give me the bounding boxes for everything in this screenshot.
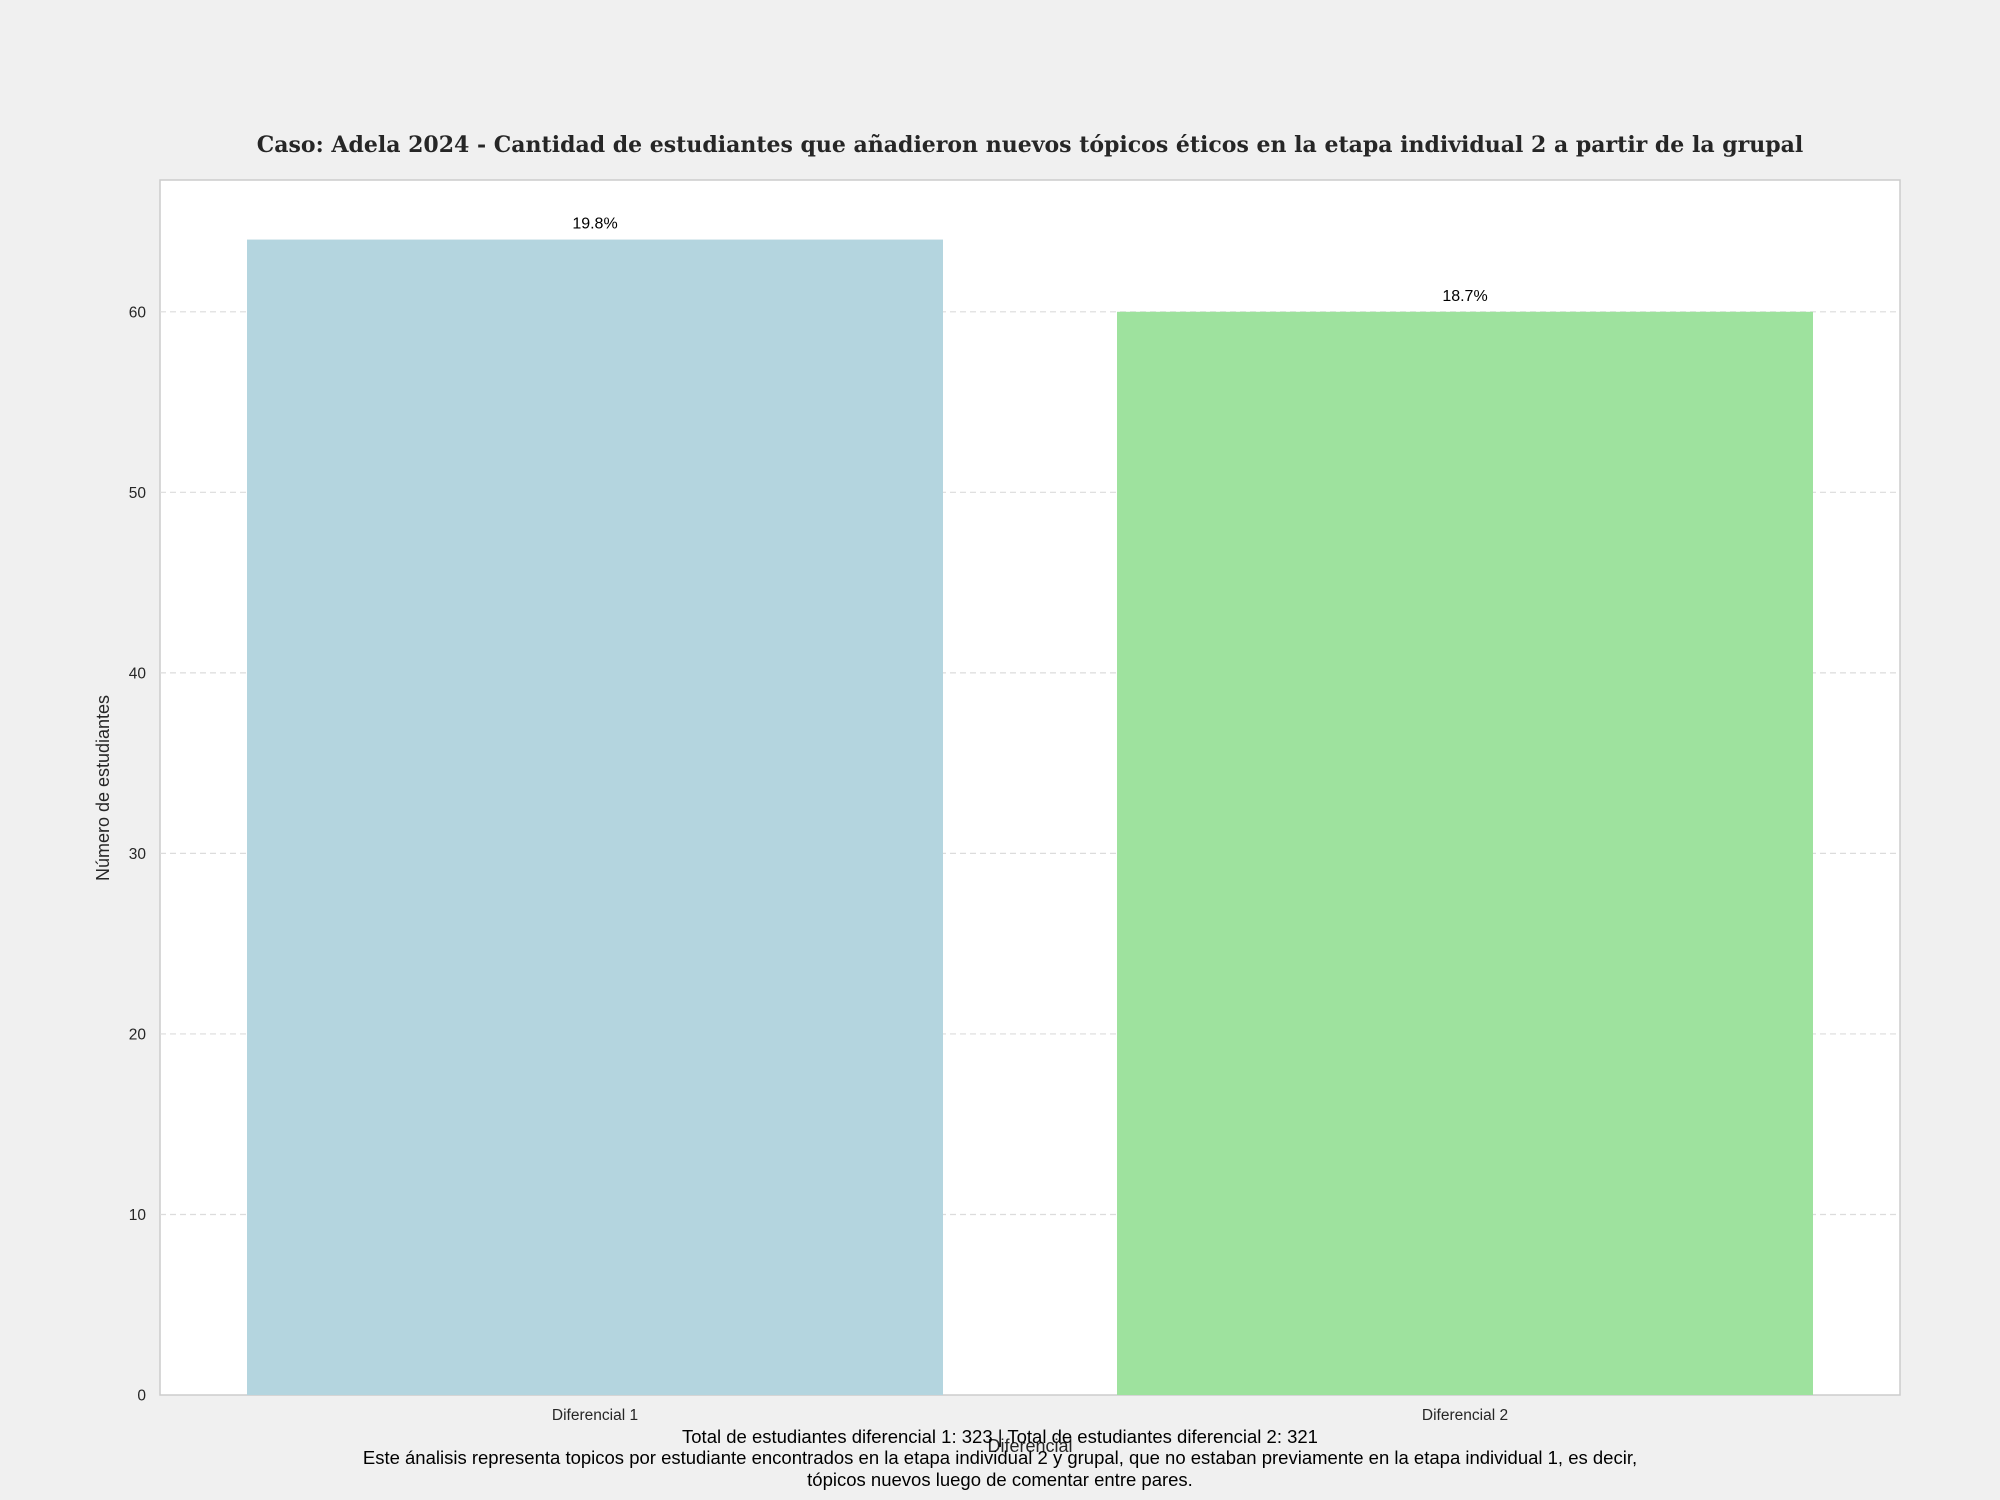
y-tick-label: 0 (137, 1388, 146, 1405)
y-tick-label: 40 (129, 665, 147, 682)
y-axis-label: Número de estudiantes (93, 695, 113, 881)
bar (247, 239, 943, 1395)
bar-data-label: 18.7% (1442, 288, 1487, 305)
footnote-line-1: Total de estudiantes diferencial 1: 323 … (682, 1426, 1318, 1447)
y-axis-ticks: 0 10 20 30 40 50 60 (129, 304, 147, 1404)
y-tick-label: 30 (129, 846, 147, 863)
bar-data-label: 19.8% (572, 216, 617, 233)
bars: 19.8% 18.7% (247, 216, 1813, 1395)
x-tick-label: Diferencial 1 (552, 1407, 638, 1424)
y-tick-label: 10 (129, 1207, 147, 1224)
footnote-line-2: Este ánalisis representa topicos por est… (363, 1447, 1637, 1468)
x-axis-label: Diferencial (987, 1436, 1072, 1456)
y-tick-label: 60 (129, 304, 147, 321)
bar (1117, 311, 1813, 1395)
x-axis-ticks: Diferencial 1 Diferencial 2 (552, 1407, 1508, 1424)
chart-title: Caso: Adela 2024 - Cantidad de estudiant… (257, 132, 1803, 158)
x-tick-label: Diferencial 2 (1422, 1407, 1508, 1424)
y-tick-label: 50 (129, 485, 147, 502)
y-tick-label: 20 (129, 1026, 147, 1043)
footnote-line-3: tópicos nuevos luego de comentar entre p… (807, 1469, 1193, 1490)
